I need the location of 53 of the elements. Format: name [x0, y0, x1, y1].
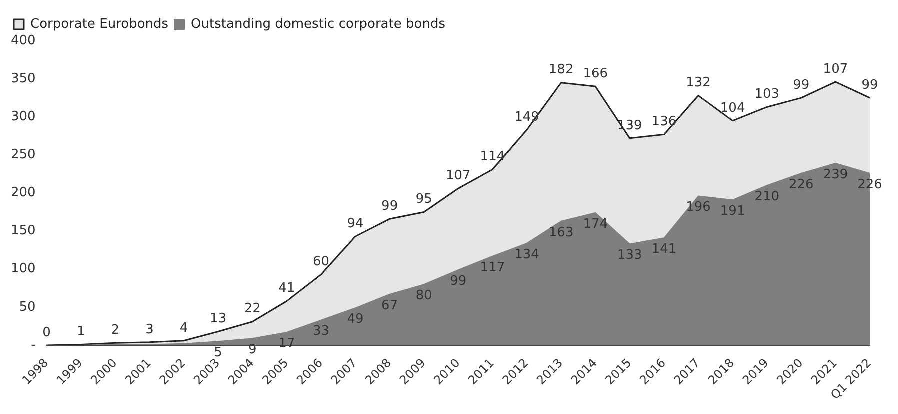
data-label: 94 — [347, 216, 364, 232]
data-label: 80 — [416, 288, 432, 304]
data-label: 3 — [146, 322, 154, 338]
data-label: 239 — [823, 167, 848, 182]
data-label: 60 — [312, 254, 330, 270]
data-label: 114 — [480, 150, 506, 165]
data-label: 49 — [347, 312, 364, 328]
data-label: 226 — [788, 177, 814, 192]
y-tick-label: 400 — [10, 33, 36, 48]
data-label: 132 — [686, 76, 711, 91]
data-label: 103 — [754, 87, 780, 102]
data-label: 107 — [446, 168, 471, 184]
data-label: 67 — [382, 298, 398, 314]
data-label: 134 — [514, 247, 540, 262]
y-tick-label: 300 — [10, 109, 36, 124]
data-label: 99 — [862, 78, 878, 93]
legend-label: Corporate Eurobonds — [30, 16, 169, 32]
data-label: 33 — [312, 324, 330, 340]
data-label: 163 — [548, 225, 574, 240]
data-label: 141 — [652, 242, 677, 258]
y-tick-label: 250 — [10, 148, 36, 163]
data-label: 210 — [754, 189, 780, 204]
data-label: 1 — [76, 324, 86, 340]
data-label: 174 — [583, 216, 608, 232]
data-label: 196 — [686, 200, 711, 216]
data-label: 166 — [583, 66, 608, 82]
y-tick-label: 200 — [10, 186, 36, 201]
y-tick-label: 50 — [19, 300, 36, 315]
data-label: 191 — [720, 204, 746, 219]
y-tick-label: 350 — [10, 71, 36, 86]
legend-label: Outstanding domestic corporate bonds — [191, 16, 446, 32]
data-label: 9 — [248, 342, 257, 358]
data-label: 13 — [210, 312, 227, 327]
data-label: 22 — [244, 302, 261, 317]
data-label: 107 — [823, 62, 848, 77]
data-label: 95 — [416, 192, 432, 208]
data-label: 0 — [42, 325, 51, 340]
data-label: 99 — [793, 78, 810, 93]
data-label: 99 — [382, 198, 398, 214]
data-label: 2 — [111, 323, 120, 338]
data-label: 117 — [480, 260, 506, 276]
y-tick-label: - — [31, 338, 36, 353]
data-label: 182 — [548, 62, 574, 78]
y-tick-label: 100 — [10, 262, 36, 277]
data-label: 5 — [214, 346, 222, 361]
data-label: 4 — [180, 320, 188, 336]
data-label: 133 — [617, 248, 642, 264]
y-tick-label: 150 — [10, 224, 36, 239]
data-label: 41 — [278, 281, 296, 296]
data-label: 226 — [858, 177, 882, 192]
data-label: 99 — [450, 274, 467, 289]
data-label: 104 — [720, 100, 746, 116]
data-label: 136 — [652, 114, 677, 130]
